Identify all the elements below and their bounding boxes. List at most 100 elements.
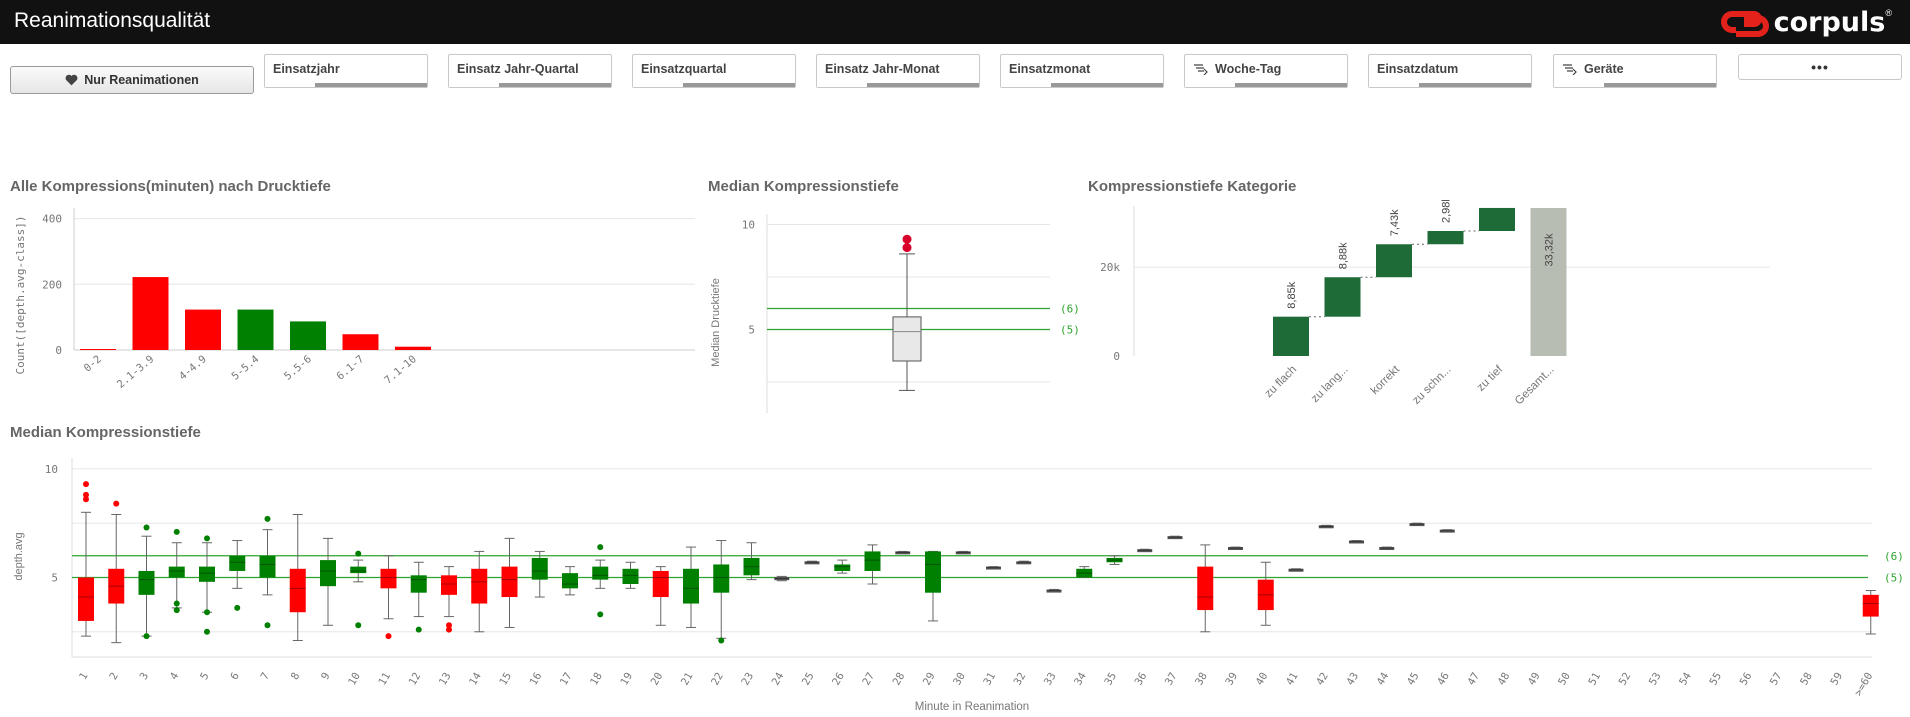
- x-tick-label: 31: [981, 671, 998, 688]
- filter-label: Einsatzjahr: [273, 62, 340, 76]
- filter-geräte[interactable]: Geräte: [1553, 54, 1717, 88]
- box-minute-42: [1318, 525, 1334, 529]
- box-outlier: [204, 535, 210, 542]
- logo-wordmark: corpuls: [1773, 6, 1886, 38]
- box-minute-14: [471, 568, 488, 604]
- x-tick-label: 5.5-6: [282, 353, 314, 383]
- filter-einsatz-jahr-quartal[interactable]: Einsatz Jahr-Quartal: [448, 54, 612, 88]
- filter-selection-bar-gap: [817, 83, 867, 87]
- x-tick-label: 5-5.4: [230, 353, 262, 383]
- corpuls-logo-mark-icon: [1720, 11, 1769, 37]
- app-title: Reanimationsqualität: [14, 9, 211, 32]
- bar-7.1-10: [395, 346, 431, 350]
- nur-reanimationen-button[interactable]: Nur Reanimationen: [10, 66, 254, 94]
- x-tick-label: 30: [951, 671, 968, 688]
- bar-6.1-7: [342, 334, 379, 350]
- waterfall-bar-korrekt: [1376, 244, 1412, 278]
- x-tick-label: 20: [649, 671, 666, 688]
- x-tick-label: zu lang...: [1309, 364, 1350, 405]
- x-tick-label: 1: [77, 671, 91, 682]
- waterfall-bar-zu-flach: [1273, 316, 1309, 356]
- x-axis-label: Minute in Reanimation: [915, 701, 1029, 713]
- box-minute-43: [1349, 540, 1364, 544]
- x-tick-label: 55: [1707, 671, 1724, 688]
- box-minute-34: [1076, 568, 1093, 578]
- box-minute-25: [804, 561, 820, 565]
- box-outlier: [143, 524, 150, 531]
- filter-selection-bar-gap: [1369, 83, 1419, 87]
- filter-label-text: Geräte: [1584, 62, 1624, 76]
- x-tick-label: 32: [1012, 671, 1029, 688]
- box-outlier: [83, 481, 89, 488]
- median-depth-box-chart: 5 10 Median Drucktiefe (6) (5): [710, 214, 1080, 413]
- box-minute-24: [774, 576, 790, 581]
- reference-line-label: (6): [1060, 303, 1080, 316]
- x-tick-label: 47: [1465, 671, 1482, 688]
- filter-einsatzdatum[interactable]: Einsatzdatum: [1368, 54, 1532, 88]
- filter-einsatzmonat[interactable]: Einsatzmonat: [1000, 54, 1164, 88]
- box-minute->=60: [1862, 594, 1879, 617]
- waterfall-bar-gesamt-: [1530, 208, 1567, 356]
- x-tick-label: 3: [138, 671, 152, 682]
- reference-line-label: (5): [1884, 571, 1904, 584]
- chart-title-per-minute: Median Kompressionstiefe: [10, 424, 201, 441]
- x-tick-label: 54: [1677, 671, 1694, 688]
- box-outlier: [902, 234, 912, 244]
- x-tick-label: 12: [407, 671, 424, 688]
- box-minute-6: [229, 555, 246, 571]
- box-outlier: [446, 622, 452, 629]
- filter-einsatzjahr[interactable]: Einsatzjahr: [264, 54, 428, 88]
- bar-5-5.4: [237, 309, 274, 350]
- box-outlier: [597, 544, 604, 551]
- box-minute-22: [713, 564, 730, 593]
- box-minute-3: [138, 570, 155, 595]
- box-minute-4: [168, 566, 185, 578]
- x-tick-label: zu flach: [1263, 364, 1300, 401]
- app-header: Reanimationsqualität corpuls ®: [0, 0, 1910, 44]
- bar-5.5-6: [290, 321, 326, 350]
- box-minute-8: [289, 568, 306, 613]
- y-tick-label: 200: [42, 278, 62, 291]
- filter-label-text: Einsatzjahr: [273, 62, 340, 76]
- box-minute-31: [986, 566, 1001, 570]
- chart-title-histogram: Alle Kompressions(minuten) nach Drucktie…: [10, 178, 331, 195]
- more-filters-button[interactable]: •••: [1738, 54, 1902, 80]
- chart-title-median-box: Median Kompressionstiefe: [708, 178, 899, 195]
- box-minute-1: [78, 577, 94, 621]
- filter-label-text: Woche-Tag: [1215, 62, 1282, 76]
- x-tick-label: 48: [1496, 671, 1513, 688]
- box-outlier: [204, 609, 210, 616]
- x-tick-label: 2.1-3.9: [115, 353, 157, 391]
- x-tick-label: zu tief: [1475, 363, 1506, 394]
- box-outlier: [173, 528, 180, 535]
- x-tick-label: 49: [1526, 671, 1543, 688]
- x-tick-label: 42: [1314, 671, 1331, 688]
- filter-einsatz-jahr-monat[interactable]: Einsatz Jahr-Monat: [816, 54, 980, 88]
- box-minute-12: [410, 575, 427, 593]
- x-tick-label: 38: [1193, 671, 1210, 688]
- box-minute-35: [1106, 557, 1123, 563]
- filter-woche-tag[interactable]: Woche-Tag: [1184, 54, 1348, 88]
- filter-label-text: Einsatz Jahr-Quartal: [457, 62, 579, 76]
- box-minute-38: [1197, 566, 1214, 611]
- y-tick-label: 20k: [1100, 261, 1120, 274]
- x-tick-label: 35: [1102, 671, 1119, 688]
- box-minute-17: [562, 573, 578, 589]
- x-tick-label: 26: [830, 671, 847, 688]
- filter-label: Einsatz Jahr-Monat: [825, 62, 940, 76]
- y-axis-label: Median Drucktiefe: [710, 278, 722, 367]
- y-tick-label: 5: [51, 571, 58, 584]
- filter-einsatzquartal[interactable]: Einsatzquartal: [632, 54, 796, 88]
- x-tick-label: 29: [921, 671, 938, 688]
- box-outlier: [718, 637, 725, 644]
- x-tick-label: 8: [289, 671, 303, 682]
- x-tick-label: 4: [168, 671, 182, 682]
- x-tick-label: 6: [228, 671, 242, 682]
- x-tick-label: korrekt: [1369, 363, 1403, 397]
- box-minute-46: [1439, 529, 1455, 533]
- data-label: 33,32k: [1544, 233, 1556, 267]
- box-minute-9: [320, 560, 336, 587]
- x-tick-label: 11: [376, 671, 393, 688]
- x-tick-label: 10: [346, 671, 363, 688]
- filter-selection-bar-gap: [1554, 83, 1604, 87]
